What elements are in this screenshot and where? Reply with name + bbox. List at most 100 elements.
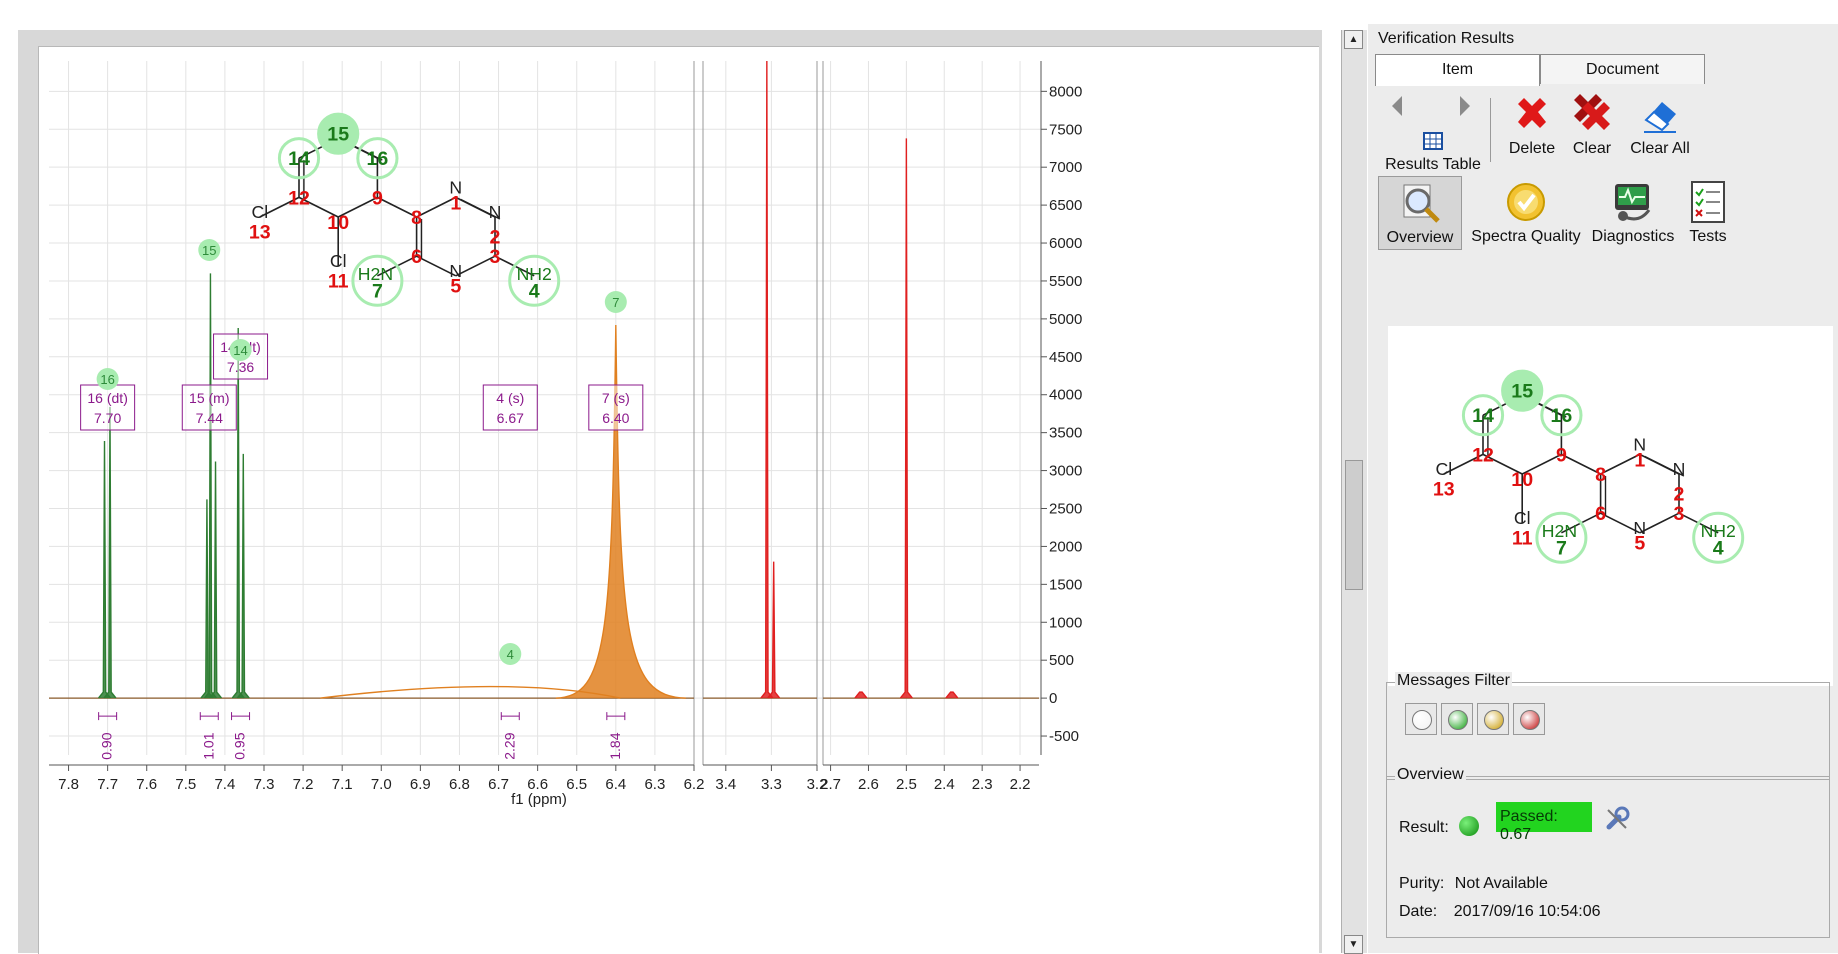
element-label: Cl [330,251,347,271]
svg-text:6.67: 6.67 [497,410,524,426]
date-label: Date: [1399,903,1438,920]
structure-overview[interactable]: 14 15 16 12 9 10 8 1 2 6 3 5 11 13 7 4 Cl Cl N N N H2N NH2 [1388,326,1833,686]
toolbar-separator [1490,98,1491,162]
spectra-quality-button[interactable]: Spectra Quality [1466,180,1586,246]
y-tick-label: 4000 [1049,387,1082,404]
filter-green-button[interactable] [1441,703,1473,735]
red-dot-icon [1520,710,1540,730]
atom-number: 12 [1472,444,1494,466]
clear-button[interactable]: Clear [1564,88,1620,158]
x-tick-label: 7.6 [136,776,157,793]
back-arrow-icon[interactable] [1386,94,1410,118]
y-tick-label: 7000 [1049,159,1082,176]
spectrum-peak [945,691,959,699]
atom-number: 2 [1674,484,1685,506]
integral-label: 1.84 [606,712,626,760]
forward-arrow-icon[interactable] [1454,94,1478,118]
overview-button[interactable]: Overview [1378,176,1462,250]
svg-text:0.95: 0.95 [232,732,248,759]
element-label: NH2 [1701,521,1736,541]
y-tick-label: 1000 [1049,614,1082,631]
clear-all-button[interactable]: Clear All [1622,92,1698,158]
element-label: Cl [1514,508,1531,528]
multiplet-label: 4 (s) 6.67 [482,384,538,431]
scroll-down-arrow[interactable]: ▼ [1344,935,1363,954]
diagnostics-label: Diagnostics [1591,228,1675,245]
wrench-icon[interactable] [1604,806,1630,832]
delete-label: Delete [1508,140,1556,157]
spectrum-peak [899,138,913,699]
date-row: Date: 2017/09/16 10:54:06 [1399,903,1601,921]
element-label: N [449,261,462,281]
result-value: Passed: 0.67 [1500,808,1558,843]
x-tick-label: 7.0 [371,776,392,793]
x-tick-label: 7.4 [214,776,235,793]
toolbar: Results Table Delete Clear Clear All Ove… [1376,86,1836,356]
atom-number: 4 [529,281,540,303]
result-badge: Passed: 0.67 [1496,802,1592,843]
overview-group-label: Overview [1395,766,1466,784]
x-tick-label: 2.6 [858,776,879,793]
spectrum-peak [236,453,250,699]
magnifier-icon [1403,184,1440,223]
atom-number: 4 [1713,538,1724,560]
peak-assignment-tag: 4 [499,643,522,665]
eraser-icon [1644,102,1676,133]
element-label: Cl [1435,459,1452,479]
y-tick-label: 6000 [1049,235,1082,252]
spectrum-window[interactable]: 7.8 7.7 7.6 7.5 7.4 7.3 7.2 7.1 7.0 6.9 6.8 6.7 6.6 6… [38,46,1319,954]
results-table-label: Results Table [1385,156,1481,173]
x-tick-label: 7.5 [175,776,196,793]
y-tick-label: 5000 [1049,311,1082,328]
x-tick-label: 3.4 [715,776,736,793]
scroll-thumb[interactable] [1345,460,1363,590]
atom-number: 3 [490,246,501,268]
filter-red-button[interactable] [1513,703,1545,735]
atom-number: 10 [327,212,349,234]
x-tick-label: 2.4 [934,776,955,793]
atom-number: 16 [1551,405,1573,427]
purity-row: Purity: Not Available [1399,875,1548,893]
svg-text:16 (dt): 16 (dt) [87,390,127,406]
tab-item[interactable]: Item [1375,54,1540,86]
table-icon [1423,132,1443,150]
tab-document[interactable]: Document [1540,54,1705,84]
y-tick-label: 2500 [1049,500,1082,517]
spectrum-peak [760,60,774,699]
x-tick-label: 6.5 [566,776,587,793]
filter-white-button[interactable] [1405,703,1437,735]
messages-filter-label: Messages Filter [1395,672,1512,690]
peak-assignment-tag: 7 [604,291,627,313]
svg-text:7.44: 7.44 [196,410,223,426]
x-tick-label: 2.2 [1010,776,1031,793]
delete-button[interactable]: Delete [1500,92,1564,158]
tests-label: Tests [1689,228,1727,245]
tests-button[interactable]: Tests [1680,180,1736,246]
y-tick-label: 5500 [1049,273,1082,290]
integral-label: 0.95 [231,712,251,760]
svg-text:7 (s): 7 (s) [602,390,630,406]
atom-number: 11 [328,271,349,293]
clear-all-label: Clear All [1630,140,1690,157]
scroll-up-arrow[interactable]: ▲ [1344,30,1363,49]
clear-label: Clear [1572,140,1612,157]
x-tick-label: 6.8 [449,776,470,793]
x-tick-label: 6.3 [644,776,665,793]
svg-text:14: 14 [233,343,247,358]
nmr-spectrum-plot[interactable]: 7.8 7.7 7.6 7.5 7.4 7.3 7.2 7.1 7.0 6.9 6.8 6.7 6.6 6… [39,47,1319,954]
result-label: Result: [1399,819,1449,836]
multiplet-label: 15 (m) 7.44 [181,384,237,431]
x-tick-label: 7.1 [332,776,353,793]
integral-label: 1.01 [199,712,219,760]
filter-yellow-button[interactable] [1477,703,1509,735]
delete-x-icon [1518,98,1546,128]
diagnostics-button[interactable]: Diagnostics [1586,180,1680,246]
vertical-scrollbar[interactable]: ▲ ▼ [1341,30,1367,954]
x-tick-label: 7.8 [58,776,79,793]
results-table-button[interactable]: Results Table [1376,130,1490,174]
svg-text:16: 16 [100,372,114,387]
atom-number: 1 [450,192,461,214]
x-tick-label: 6.7 [488,776,509,793]
y-tick-label: 1500 [1049,576,1082,593]
